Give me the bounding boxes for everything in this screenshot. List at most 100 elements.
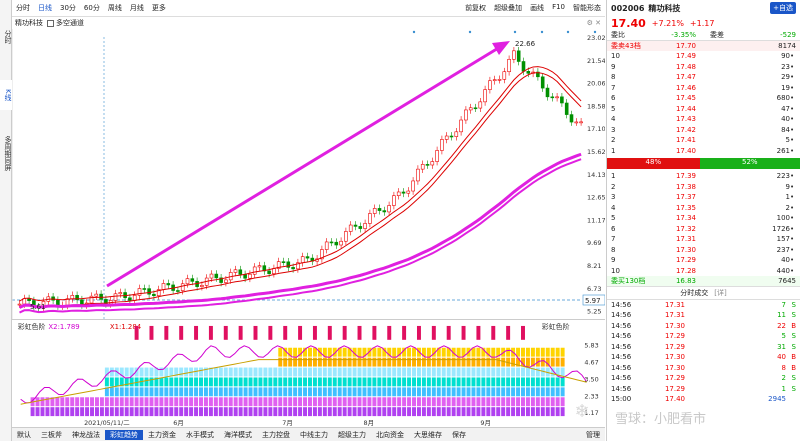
trades-detail-icon[interactable]: [详] bbox=[714, 288, 727, 297]
rainbow-bar bbox=[208, 377, 213, 387]
tab-big-think[interactable]: 大思维存 bbox=[414, 430, 442, 439]
rainbow-bar bbox=[387, 397, 392, 407]
rainbow-bar bbox=[243, 377, 248, 387]
candle bbox=[478, 101, 483, 109]
order-level-row[interactable]: 1 17.40 261 • bbox=[607, 146, 800, 157]
tab-default[interactable]: 默认 bbox=[17, 430, 31, 439]
rainbow-bar bbox=[298, 347, 303, 357]
rainbow-bar bbox=[426, 347, 431, 357]
order-level-row[interactable]: 7 17.31 157 • bbox=[607, 234, 800, 245]
adjust-dropdown[interactable]: 前复权 bbox=[465, 4, 487, 12]
period-timeshare[interactable]: 分时 bbox=[16, 4, 30, 12]
tab-timeshare[interactable]: 分时 bbox=[4, 30, 12, 44]
price-tick-label: 18.58 bbox=[587, 102, 605, 110]
order-level-row[interactable]: 9 17.48 23 • bbox=[607, 62, 800, 73]
channel-checkbox[interactable] bbox=[47, 19, 54, 27]
tab-super-main[interactable]: 超级主力 bbox=[338, 430, 366, 439]
tab-control[interactable]: 主力控盘 bbox=[262, 430, 290, 439]
draw-line-button[interactable]: 画线 bbox=[530, 4, 545, 12]
rainbow-bar bbox=[540, 347, 545, 357]
kline-chart[interactable]: 23.02 21.54 20.06 18.58 17.10 15.62 14.13 12.65… bbox=[12, 29, 605, 319]
candle bbox=[464, 109, 468, 121]
order-level-row[interactable]: 10 17.28 440 • bbox=[607, 266, 800, 277]
period-more[interactable]: 更多 bbox=[151, 4, 166, 12]
rainbow-bar bbox=[278, 377, 283, 387]
f10-button[interactable]: F10 bbox=[552, 3, 565, 11]
period-30min[interactable]: 30分 bbox=[60, 4, 76, 12]
price-tick-label: 11.17 bbox=[587, 216, 605, 224]
order-level-row[interactable]: 5 17.34 100 • bbox=[607, 213, 800, 224]
tab-rainbow[interactable]: 彩虹趋势 bbox=[105, 429, 143, 440]
order-level-row[interactable]: 8 17.47 29 • bbox=[607, 72, 800, 83]
candle bbox=[344, 231, 348, 242]
rainbow-bar bbox=[104, 407, 109, 417]
overlay-dropdown[interactable]: 超级叠加 bbox=[494, 4, 523, 12]
pressure-buy: 48% bbox=[607, 158, 700, 169]
rainbow-bar bbox=[129, 387, 134, 397]
candle bbox=[248, 273, 252, 279]
tab-northbound[interactable]: 北向资金 bbox=[376, 430, 404, 439]
chart-controls-icon[interactable]: ⚙ ✕ bbox=[586, 19, 601, 27]
tab-manage[interactable]: 管理 bbox=[586, 430, 600, 439]
rainbow-bar bbox=[159, 387, 164, 397]
level-volume: 29 bbox=[781, 73, 790, 82]
candle bbox=[425, 164, 430, 166]
rainbow-bar bbox=[451, 357, 456, 367]
order-level-row[interactable]: 5 17.44 47 • bbox=[607, 104, 800, 115]
tab-main-fund[interactable]: 主力资金 bbox=[148, 430, 176, 439]
order-level-row[interactable]: 2 17.41 5 • bbox=[607, 135, 800, 146]
order-level-row[interactable]: 10 17.49 90 • bbox=[607, 51, 800, 62]
period-month[interactable]: 月线 bbox=[129, 4, 144, 12]
candle bbox=[473, 107, 478, 110]
candle bbox=[540, 76, 545, 89]
rainbow-bar bbox=[80, 397, 85, 407]
order-level-row[interactable]: 6 17.32 1726 • bbox=[607, 224, 800, 235]
signal-bar bbox=[446, 325, 451, 340]
trade-row: 14:56 17.30 22 B bbox=[607, 321, 800, 332]
rainbow-bar bbox=[99, 397, 104, 407]
order-level-row[interactable]: 4 17.43 40 • bbox=[607, 114, 800, 125]
rainbow-bar bbox=[322, 347, 327, 357]
add-watchlist-button[interactable]: +自选 bbox=[770, 2, 796, 14]
order-level-row[interactable]: 3 17.37 1 • bbox=[607, 192, 800, 203]
tab-multi-period[interactable]: 多周期同屏 bbox=[4, 135, 12, 171]
tab-three-axe[interactable]: 三板斧 bbox=[41, 430, 62, 439]
rainbow-bar bbox=[70, 407, 75, 417]
rainbow-bar bbox=[426, 357, 431, 367]
order-level-row[interactable]: 6 17.45 680 • bbox=[607, 93, 800, 104]
rainbow-bar bbox=[60, 397, 65, 407]
rainbow-indicator[interactable]: 彩虹色阶 X2:1.789 X1:1.284 彩虹色阶 5.83 4.67 3.50… bbox=[12, 319, 605, 427]
order-level-row[interactable]: 8 17.30 237 • bbox=[607, 245, 800, 256]
rainbow-bar bbox=[555, 347, 560, 357]
order-level-row[interactable]: 1 17.39 223 • bbox=[607, 171, 800, 182]
order-level-row[interactable]: 2 17.38 9 • bbox=[607, 182, 800, 193]
candle bbox=[560, 96, 564, 104]
tab-kline[interactable]: K线 bbox=[0, 80, 12, 110]
rainbow-bar bbox=[530, 407, 535, 417]
order-level-row[interactable]: 7 17.46 19 • bbox=[607, 83, 800, 94]
high-annotation: 22.66 bbox=[515, 40, 536, 48]
rainbow-bar bbox=[164, 397, 169, 407]
rainbow-bar bbox=[387, 347, 392, 357]
period-60min[interactable]: 60分 bbox=[83, 4, 100, 12]
order-level-row[interactable]: 4 17.35 2 • bbox=[607, 203, 800, 214]
tab-dragon[interactable]: 神龙战法 bbox=[72, 430, 100, 439]
rainbow-bar bbox=[223, 407, 228, 417]
rainbow-bar bbox=[352, 387, 357, 397]
period-day[interactable]: 日线 bbox=[38, 4, 52, 12]
tab-sailor[interactable]: 水手模式 bbox=[186, 430, 214, 439]
order-level-row[interactable]: 3 17.42 84 • bbox=[607, 125, 800, 136]
tab-mid-main[interactable]: 中线主力 bbox=[300, 430, 328, 439]
tab-save[interactable]: 保存 bbox=[452, 430, 466, 439]
period-week[interactable]: 周线 bbox=[107, 4, 122, 12]
rainbow-bar bbox=[312, 357, 317, 367]
order-level-row[interactable]: 9 17.29 40 • bbox=[607, 255, 800, 266]
rainbow-bar bbox=[174, 367, 179, 377]
tab-ocean[interactable]: 海洋模式 bbox=[224, 430, 252, 439]
candle bbox=[147, 288, 151, 295]
smart-pattern-button[interactable]: 智能形态 bbox=[573, 4, 601, 12]
rainbow-bar bbox=[169, 407, 174, 417]
level-dot-icon: • bbox=[790, 193, 795, 202]
level-volume: 1726 bbox=[772, 224, 790, 233]
rainbow-bar bbox=[387, 407, 392, 417]
